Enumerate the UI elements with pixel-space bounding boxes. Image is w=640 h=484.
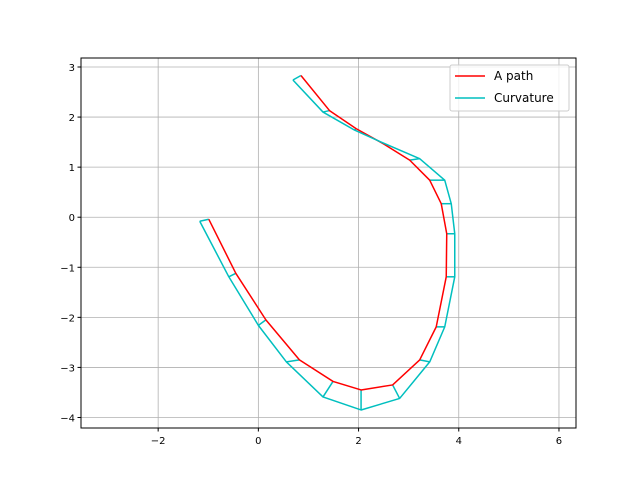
curvature-tooth: [322, 381, 334, 398]
legend-label-path: A path: [494, 69, 533, 83]
tick-label-y: 1: [69, 163, 75, 174]
curvature-tooth: [409, 157, 420, 161]
curvature-tooth: [286, 359, 300, 363]
curvature-tooth: [199, 218, 209, 222]
tick-label-x: 6: [556, 436, 562, 447]
curvature-tooth: [391, 384, 401, 399]
series-line-curvature: [199, 79, 456, 411]
curvature-tooth: [419, 359, 430, 363]
series-line-path: [208, 75, 448, 391]
curvature-tooth: [257, 319, 267, 326]
tick-label-y: −4: [60, 413, 75, 424]
curvature-tooth: [292, 74, 302, 81]
axes-frame: [80, 57, 577, 429]
legend-label-curvature: Curvature: [494, 91, 554, 105]
tick-label-y: −1: [60, 263, 75, 274]
tick-label-y: −2: [60, 313, 75, 324]
tick-label-y: 2: [69, 113, 75, 124]
curvature-tooth: [228, 272, 237, 278]
tick-label-y: −3: [60, 363, 75, 374]
legend: A path Curvature: [449, 64, 570, 112]
grid: [81, 58, 576, 428]
curvature-tooth: [322, 109, 330, 113]
tick-label-x: 0: [255, 436, 261, 447]
tick-label-y: 3: [69, 63, 75, 74]
tick-label-x: −2: [151, 436, 166, 447]
tick-label-x: 4: [456, 436, 462, 447]
ticks: −2 0 2 4 6 −4 −3 −2 −1 0 1 2 3: [60, 63, 562, 447]
plot-area: [199, 74, 456, 411]
tick-label-x: 2: [355, 436, 361, 447]
tick-label-y: 0: [69, 213, 75, 224]
